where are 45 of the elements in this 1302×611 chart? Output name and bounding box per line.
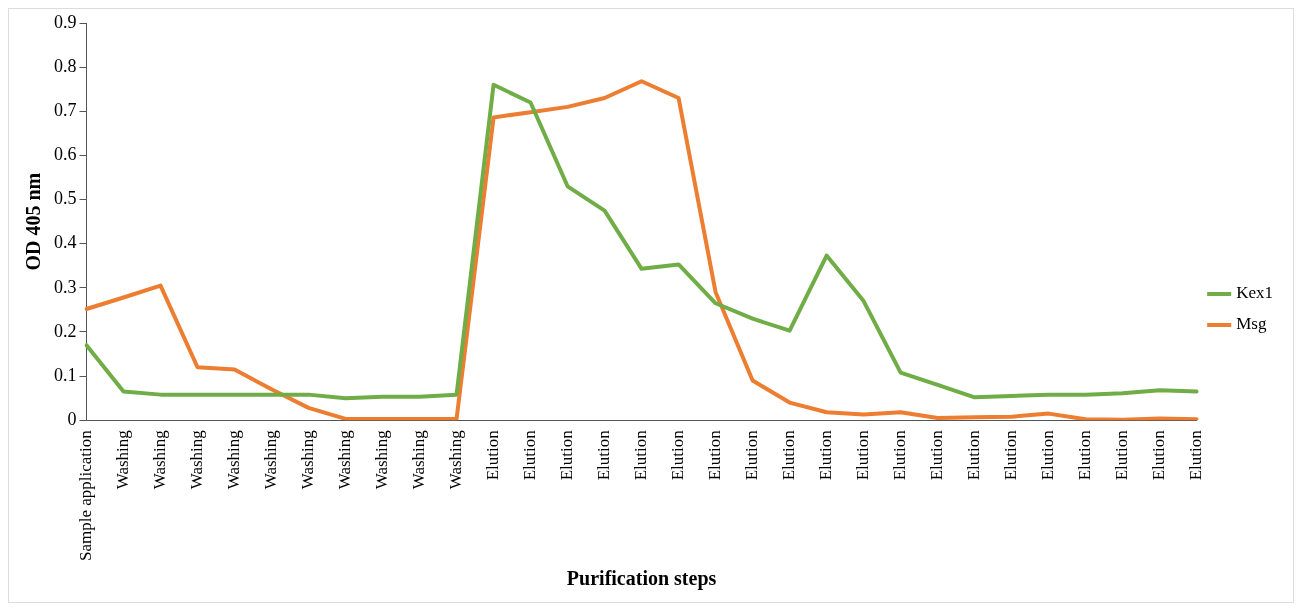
y-tick-label: 0.9 — [54, 11, 77, 32]
x-tick-label: Elution — [1186, 429, 1206, 481]
x-tick-label: Elution — [1075, 429, 1095, 481]
x-tick-label: Sample application — [75, 429, 95, 562]
x-axis-title: Purification steps — [566, 567, 717, 591]
x-tick-label: Elution — [668, 429, 688, 481]
x-tick-label: Elution — [964, 429, 984, 481]
y-axis-title: OD 405 nm — [22, 172, 45, 271]
x-tick-label: Washing — [223, 429, 243, 490]
x-tick-label: Elution — [1149, 429, 1169, 481]
x-tick-label: Elution — [853, 429, 873, 481]
y-tick-label: 0.6 — [54, 144, 77, 165]
y-tick-label: 0 — [67, 408, 77, 429]
y-tick-label: 0.3 — [54, 276, 77, 297]
legend-label: Kex1 — [1236, 283, 1274, 303]
y-tick-label: 0.5 — [54, 188, 77, 209]
x-tick-label: Elution — [1038, 429, 1058, 481]
y-tick-label: 0.4 — [54, 232, 77, 253]
x-tick-label: Elution — [890, 429, 910, 481]
x-tick-label: Elution — [927, 429, 947, 481]
x-tick-label: Washing — [335, 429, 355, 490]
x-tick-label: Washing — [372, 429, 392, 490]
y-tick-label: 0.2 — [54, 320, 77, 341]
x-tick-label: Washing — [409, 429, 429, 490]
legend-label: Msg — [1236, 314, 1267, 334]
y-tick-label: 0.8 — [54, 55, 77, 76]
x-tick-label: Washing — [149, 429, 169, 490]
x-tick-label: Elution — [742, 429, 762, 481]
x-tick-label: Elution — [1001, 429, 1021, 481]
x-tick-label: Elution — [520, 429, 540, 481]
x-tick-label: Washing — [186, 429, 206, 490]
x-tick-label: Elution — [816, 429, 836, 481]
x-tick-label: Elution — [557, 429, 577, 481]
x-tick-label: Washing — [112, 429, 132, 490]
x-tick-label: Washing — [261, 429, 280, 490]
x-tick-label: Washing — [298, 429, 317, 490]
x-tick-label: Elution — [705, 429, 725, 481]
x-tick-label: Elution — [594, 429, 614, 481]
x-tick-label: Elution — [1112, 429, 1132, 481]
x-tick-label: Elution — [631, 429, 651, 481]
y-tick-label: 0.7 — [54, 100, 77, 121]
x-tick-label: Elution — [779, 429, 799, 481]
x-tick-label: Washing — [446, 429, 466, 490]
y-tick-label: 0.1 — [54, 364, 77, 385]
x-tick-label: Elution — [483, 429, 503, 481]
